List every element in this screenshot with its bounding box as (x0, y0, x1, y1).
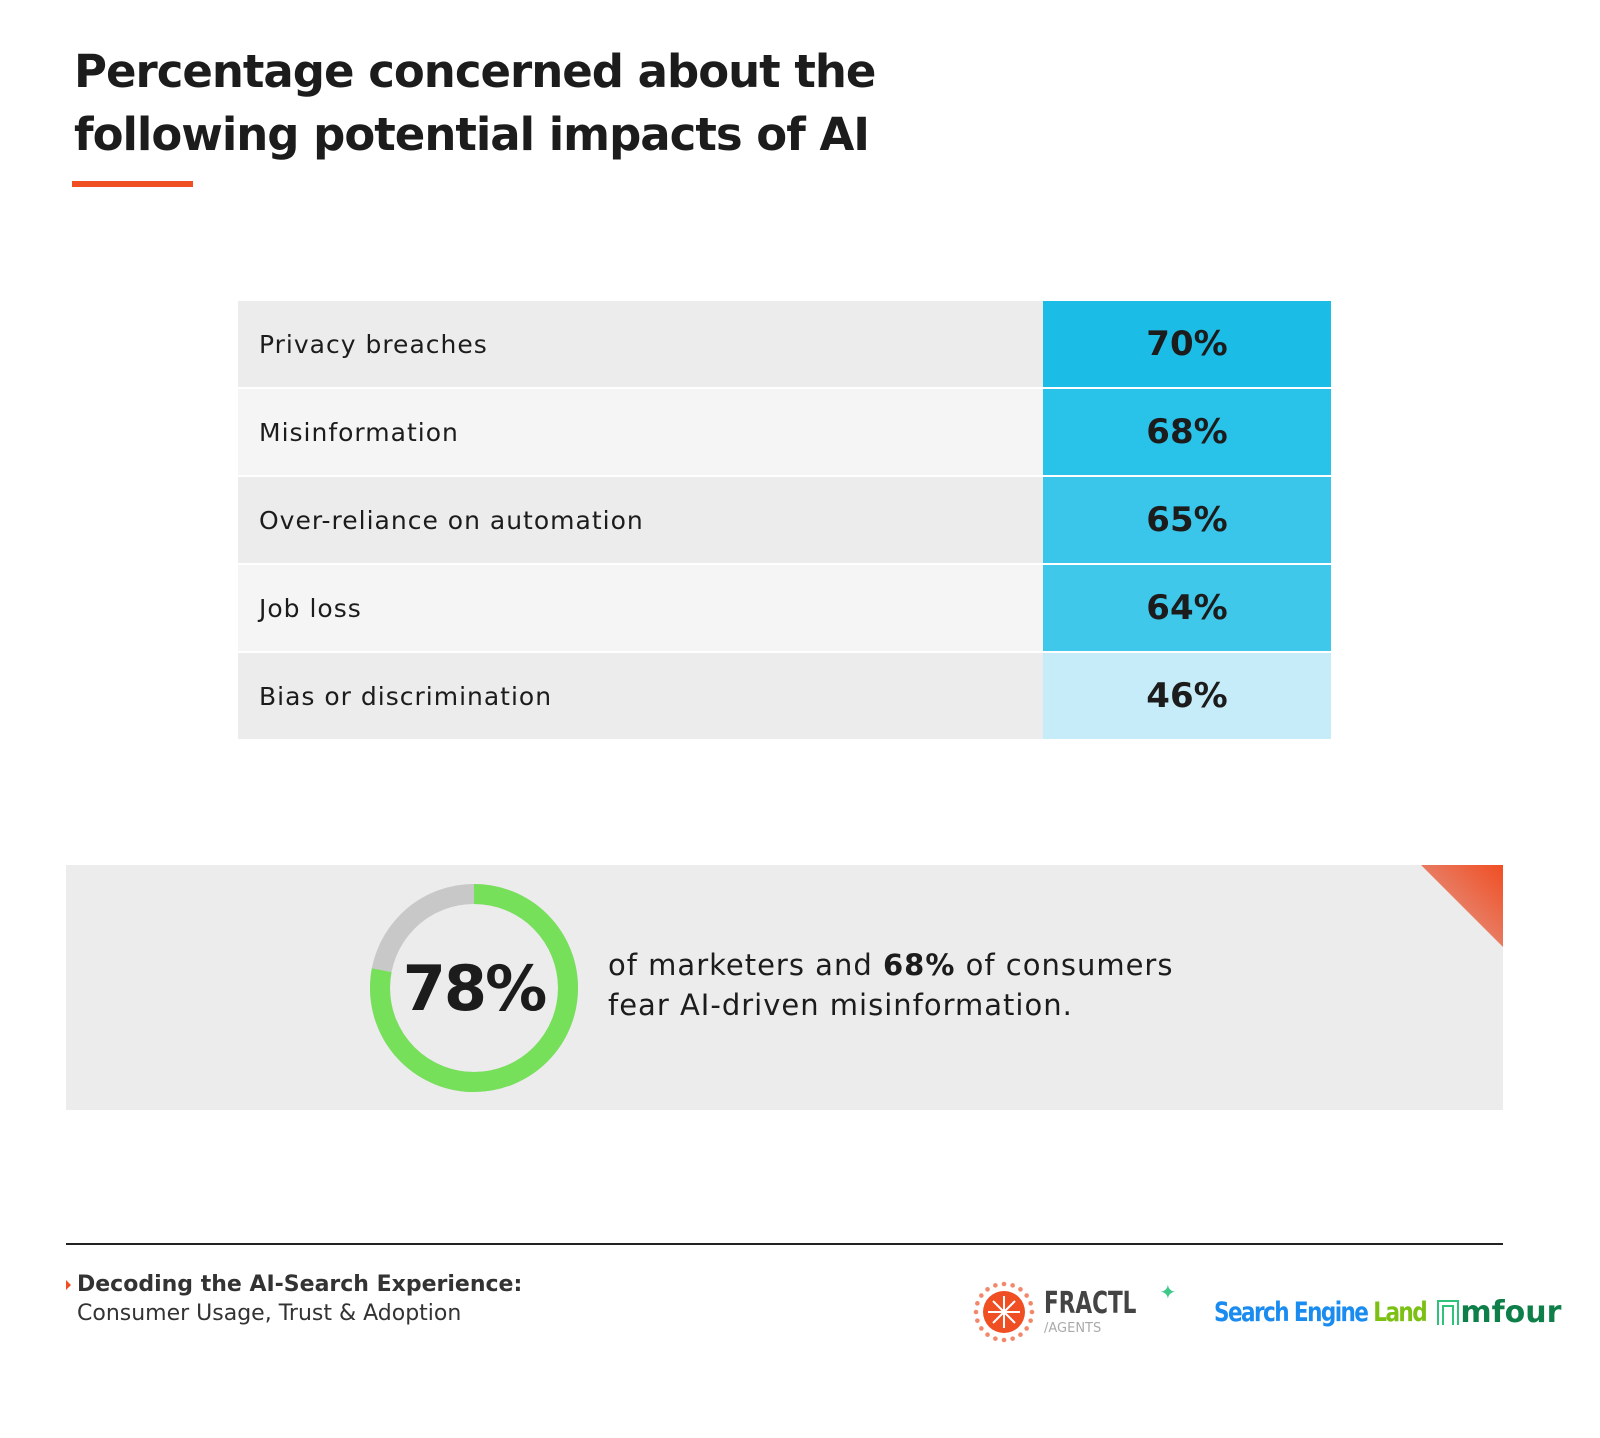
row-label: Over-reliance on automation (259, 505, 644, 535)
fractl-dot (1001, 1281, 1007, 1287)
report-title: Decoding the AI-Search Experience: (66, 1272, 522, 1297)
mfour-logo: mfour (1436, 1295, 1561, 1330)
fractl-dot (993, 1283, 998, 1288)
sparkle-icon: ✦ (1159, 1280, 1177, 1304)
row-value: 70% (1043, 301, 1331, 387)
fractl-dot (979, 1326, 984, 1331)
fractl-dot (985, 1332, 990, 1337)
table-row: Job loss 64% (238, 565, 1331, 653)
callout-text: of marketers and 68% of consumers fear A… (608, 945, 1208, 1025)
fractl-dot (1001, 1337, 1007, 1343)
table-row: Privacy breaches 70% (238, 301, 1331, 389)
mfour-arch-icon (1437, 1300, 1460, 1325)
donut-chart (370, 884, 578, 1092)
fractl-dot (1010, 1283, 1015, 1288)
page-title: Percentage concerned about the following… (74, 45, 876, 161)
sel-part-a: Search Engine (1214, 1296, 1374, 1328)
fractl-dot (1028, 1318, 1033, 1323)
callout-text-post: of consumers fear AI-driven misinformati… (608, 948, 1174, 1022)
fractl-dot (985, 1287, 990, 1292)
row-label: Privacy breaches (259, 329, 488, 359)
corner-accent (1421, 865, 1503, 947)
impact-table: Privacy breaches 70% Misinformation 68% Over… (238, 301, 1331, 741)
row-label: Bias or discrimination (259, 681, 553, 711)
sel-part-b: Land (1373, 1296, 1428, 1328)
fractl-dot (1018, 1287, 1023, 1292)
fractl-dot (975, 1301, 980, 1306)
callout-text-bold: 68% (882, 948, 956, 982)
search-engine-land-logo: Search Engine Land (1214, 1296, 1428, 1328)
row-value: 64% (1043, 565, 1331, 651)
fractl-snowflake-icon (973, 1281, 1035, 1343)
fractl-dot (1028, 1301, 1033, 1306)
donut-arc (370, 884, 578, 1092)
logos: FRACTL /AGENTS ✦ Search Engine Land mfou… (972, 1280, 1561, 1344)
footer-source: Decoding the AI-Search Experience: Consu… (66, 1272, 522, 1326)
row-label: Job loss (259, 593, 362, 623)
fractl-logo: FRACTL /AGENTS ✦ (972, 1280, 1176, 1344)
footer-divider (66, 1243, 1503, 1245)
title-underline (72, 181, 193, 187)
fractl-dot (1018, 1332, 1023, 1337)
row-label: Misinformation (259, 417, 459, 447)
callout-banner: 78% of marketers and 68% of consumers fe… (66, 865, 1503, 1110)
report-subtitle: Consumer Usage, Trust & Adoption (77, 1301, 462, 1326)
fractl-dot (1029, 1309, 1035, 1315)
fractl-dot (1024, 1326, 1029, 1331)
row-value: 46% (1043, 653, 1331, 739)
fractl-wordmark: FRACTL (1044, 1286, 1137, 1321)
table-row: Misinformation 68% (238, 389, 1331, 477)
fractl-sub: /AGENTS (1044, 1321, 1102, 1336)
fractl-dot (973, 1309, 979, 1315)
mfour-wordmark: mfour (1460, 1294, 1562, 1330)
row-value: 68% (1043, 389, 1331, 475)
fractl-dot (979, 1293, 984, 1298)
fractl-dot (1010, 1336, 1015, 1341)
fractl-dot (993, 1336, 998, 1341)
donut-value: 78% (402, 951, 547, 1025)
fractl-dot (975, 1318, 980, 1323)
callout-text-pre: of marketers and (608, 948, 883, 982)
row-value: 65% (1043, 477, 1331, 563)
fractl-dot (1024, 1293, 1029, 1298)
table-row: Bias or discrimination 46% (238, 653, 1331, 741)
table-row: Over-reliance on automation 65% (238, 477, 1331, 565)
